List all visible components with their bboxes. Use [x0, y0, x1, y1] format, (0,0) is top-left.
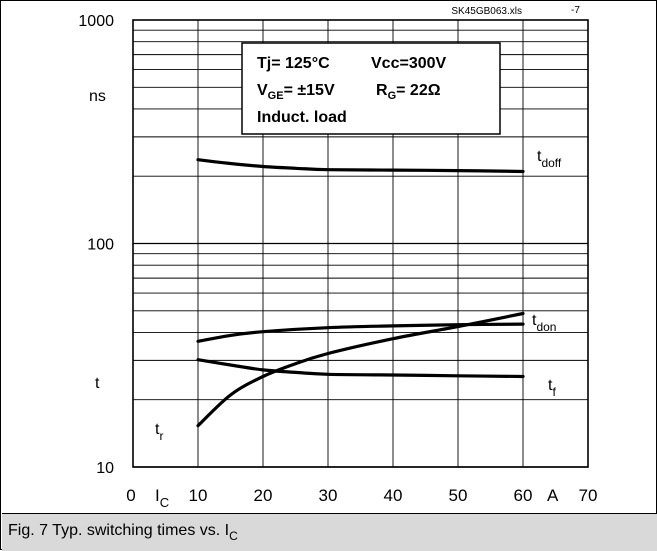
x-tick-label: 60 — [514, 486, 533, 505]
x-axis-label: IC — [155, 486, 169, 510]
series-label-tf: tf — [548, 377, 556, 399]
figure-caption: Fig. 7 Typ. switching times vs. IC — [8, 522, 238, 543]
conditions-box-background — [241, 42, 501, 135]
series-line-tr — [196, 311, 525, 428]
x-tick-label: 30 — [319, 486, 338, 505]
x-tick-label: 40 — [384, 486, 403, 505]
series: tdoff tdon tf tr — [155, 148, 562, 443]
caption-bar: Fig. 7 Typ. switching times vs. IC — [2, 513, 657, 551]
x-tick-label: 50 — [449, 486, 468, 505]
series-label-tr: tr — [155, 421, 163, 443]
series-line-tdoff — [196, 158, 525, 174]
condition-vge: VGE= ±15V — [257, 82, 335, 102]
y-tick-labels: 1000 100 10 — [78, 13, 114, 477]
y-tick-label: 1000 — [78, 13, 114, 30]
x-tick-label: 70 — [579, 486, 598, 505]
condition-vge-main: V — [257, 82, 268, 99]
condition-rg: RG= 22Ω — [376, 82, 441, 102]
x-tick-label: 0 — [126, 486, 135, 505]
x-axis-label-main: I — [155, 486, 160, 505]
series-line-tf — [196, 358, 525, 379]
series-line-tdon — [196, 322, 525, 343]
series-label-tdon: tdon — [532, 312, 556, 334]
condition-rg-sub: G — [388, 90, 397, 102]
plot-border — [132, 19, 589, 468]
condition-vcc: Vcc=300V — [371, 55, 447, 72]
x-tick-label: 10 — [189, 486, 208, 505]
x-tick-labels: 0 10 20 30 40 50 60 70 — [126, 486, 597, 505]
y-tick-label: 10 — [96, 460, 114, 477]
y-tick-label: 100 — [87, 237, 114, 254]
x-axis-label-sub: C — [160, 495, 169, 510]
x-tick-label: 20 — [254, 486, 273, 505]
condition-load: Induct. load — [257, 109, 347, 126]
conditions-box: Tj= 125°C Vcc=300V VGE= ±15V RG= 22Ω Ind… — [241, 42, 501, 135]
condition-vge-rest: = ±15V — [284, 82, 335, 99]
switching-times-chart: SK45GB063.xls -7 1000 100 10 ns t 0 10 20 30 4… — [78, 5, 597, 510]
condition-rg-main: R — [376, 82, 388, 99]
file-tag: SK45GB063.xls — [451, 6, 522, 17]
y-unit-label: ns — [89, 88, 106, 105]
y-axis-label: t — [95, 375, 100, 392]
caption-text: Fig. 7 Typ. switching times vs. I — [8, 522, 230, 539]
x-unit-label: A — [547, 486, 559, 505]
condition-tj: Tj= 125°C — [257, 55, 330, 72]
condition-vge-sub: GE — [268, 90, 284, 102]
caption-subscript: C — [229, 529, 238, 543]
file-tag-suffix: -7 — [571, 5, 580, 16]
series-label-tdoff: tdoff — [537, 148, 562, 170]
condition-rg-rest: = 22Ω — [396, 82, 441, 99]
